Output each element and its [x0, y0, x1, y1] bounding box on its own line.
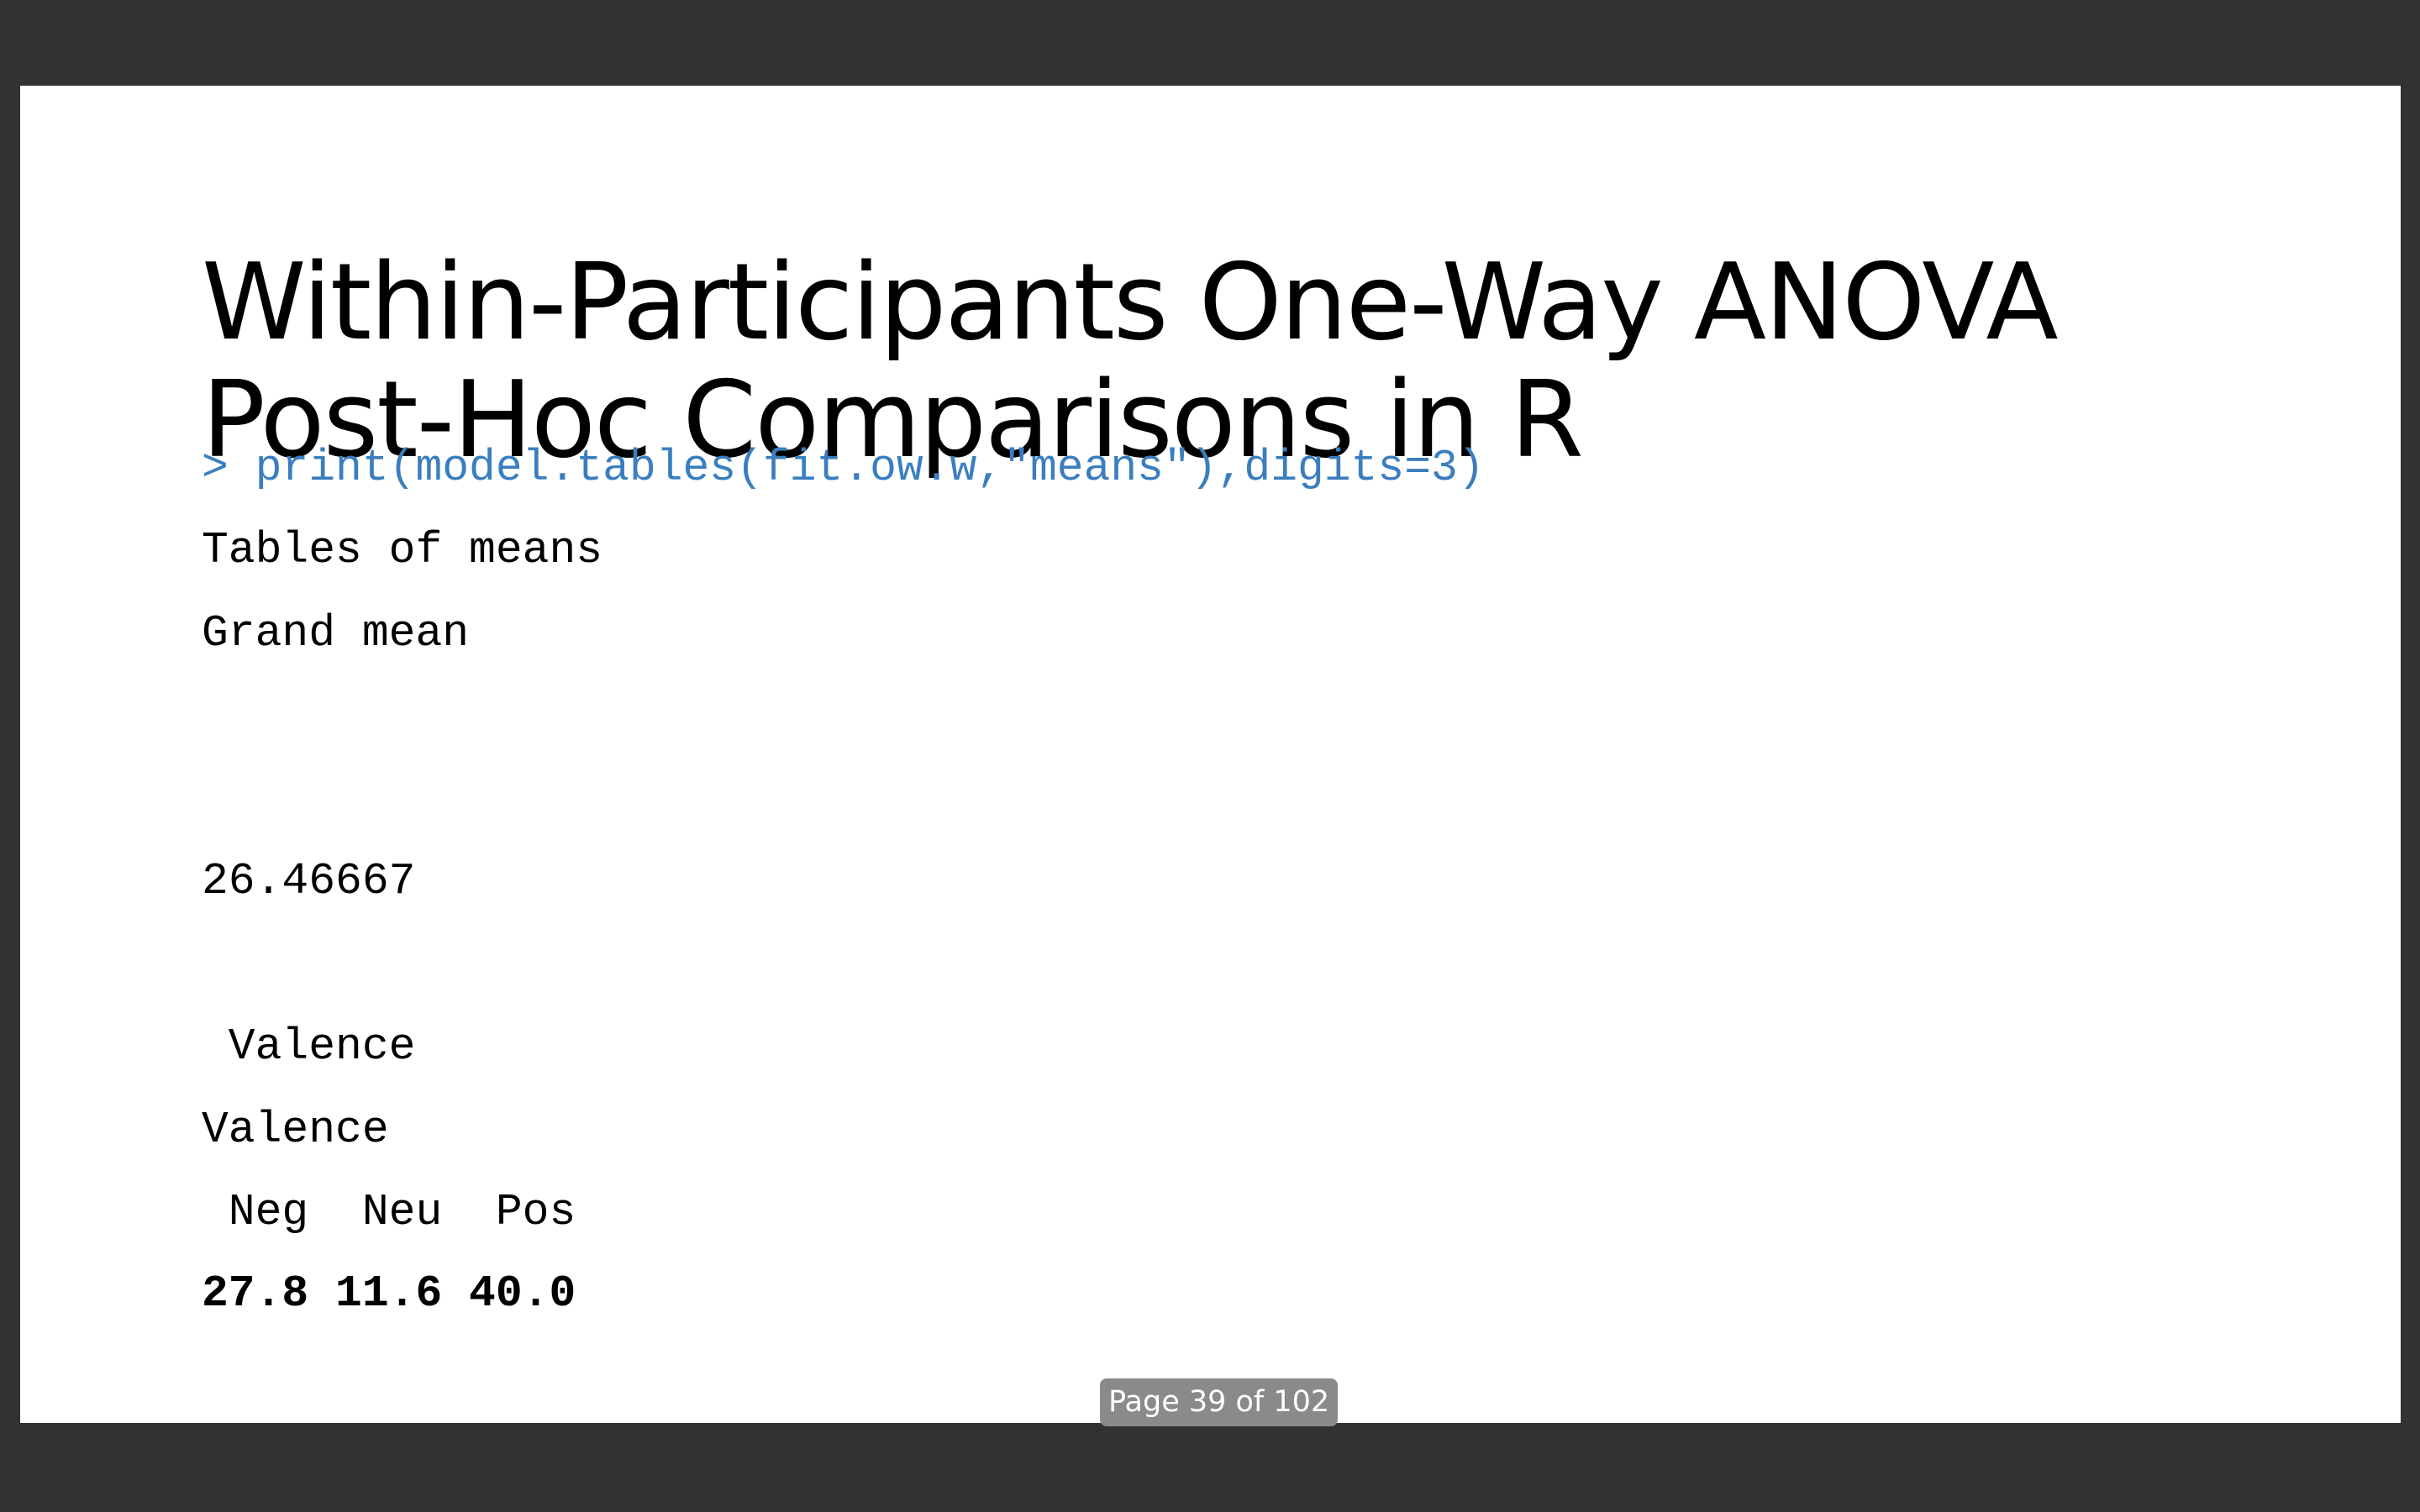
slide-page: Within-Participants One-Way ANOVA Post-H…	[20, 86, 2401, 1423]
slide-title: Within-Participants One-Way ANOVA Post-H…	[202, 240, 2059, 481]
grand-mean-value: 26.46667	[202, 856, 416, 906]
r-command: > print(model.tables(fit.ow.w,"means"),d…	[202, 443, 1485, 493]
grand-mean-label: Grand mean	[202, 608, 470, 659]
page-indicator: Page 39 of 102	[1100, 1378, 1339, 1426]
slide-title-line-1: Within-Participants One-Way ANOVA	[202, 240, 2059, 364]
level-means: 27.8 11.6 40.0	[202, 1268, 576, 1319]
slide-title-line-2: Post-Hoc Comparisons in R	[202, 358, 1584, 481]
factor-header: Valence	[202, 1021, 416, 1072]
factor-name: Valence	[202, 1105, 389, 1155]
level-labels: Neg Neu Pos	[202, 1187, 576, 1237]
tables-of-means-heading: Tables of means	[202, 525, 603, 575]
